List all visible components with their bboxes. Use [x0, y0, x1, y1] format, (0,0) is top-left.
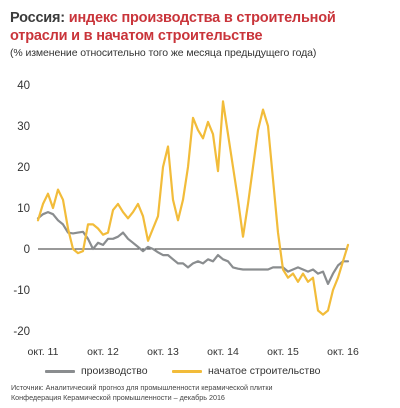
source-note-line-1: Источник: Аналитический прогноз для пром… — [11, 383, 273, 392]
x-axis-tick-labels: окт. 11 окт. 12 окт. 13 окт. 14 окт. 15 окт. … — [28, 346, 359, 358]
chart-title-lead: Россия: — [10, 10, 69, 26]
legend-label-production: производство — [81, 365, 148, 377]
chart-title-accent-line-1: индекс производства в строительной — [68, 10, 336, 26]
x-tick-label: окт. 15 — [267, 346, 299, 358]
legend-item-production: производство — [45, 365, 148, 377]
source-note: Источник: Аналитический прогноз для пром… — [11, 383, 396, 403]
legend-item-construction-started: начатое строительство — [172, 365, 321, 377]
series-line-production — [36, 211, 350, 285]
chart-title: Россия: индекс производства в строительн… — [10, 9, 390, 45]
legend-swatch-construction-started — [172, 369, 202, 373]
y-tick-label: 40 — [17, 80, 30, 92]
chart-subtitle: (% изменение относительно того же месяца… — [10, 47, 317, 59]
x-tick-label: окт. 14 — [207, 346, 239, 358]
chart-title-accent-line-2: отрасли и в начатом строительстве — [10, 28, 263, 44]
y-tick-label: -20 — [13, 326, 30, 338]
y-axis-tick-labels: 40 30 20 10 0 -10 -20 — [13, 80, 30, 338]
y-tick-label: 10 — [17, 203, 30, 215]
y-tick-label: -10 — [13, 285, 30, 297]
x-tick-label: окт. 11 — [28, 346, 59, 358]
x-tick-label: окт. 12 — [87, 346, 119, 358]
x-tick-label: окт. 16 — [327, 346, 359, 358]
y-tick-label: 30 — [17, 121, 30, 133]
y-tick-label: 20 — [17, 162, 30, 174]
x-tick-label: окт. 13 — [147, 346, 179, 358]
y-tick-label: 0 — [24, 244, 30, 256]
legend-swatch-production — [45, 369, 75, 373]
source-note-line-2: Конфедерация Керамической промышленности… — [11, 393, 225, 402]
series-lines — [36, 100, 350, 316]
series-line-construction-started — [36, 100, 350, 316]
legend-label-construction-started: начатое строительство — [208, 365, 321, 377]
